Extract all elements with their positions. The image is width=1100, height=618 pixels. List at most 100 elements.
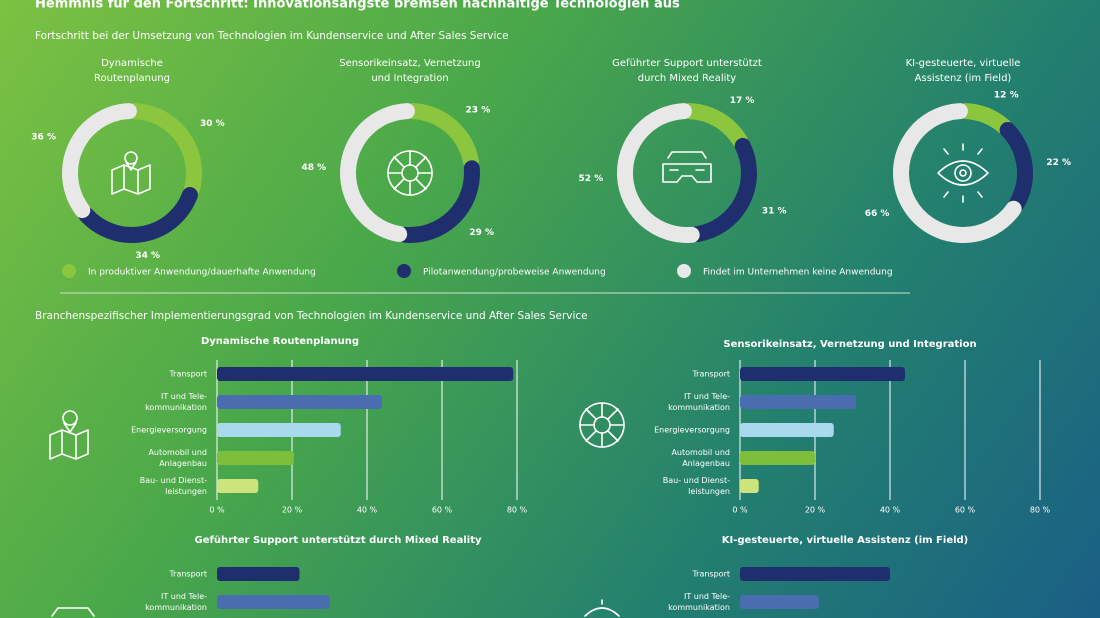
chart-title: KI-gesteuerte, virtuelle Assistenz (im F… — [722, 535, 969, 546]
category-label: Automobil und — [148, 448, 207, 457]
donut-segment — [689, 137, 757, 243]
bar — [217, 479, 259, 493]
bar — [740, 451, 815, 465]
category-label: Bau- und Dienst- — [140, 476, 207, 485]
icon-goggles — [51, 607, 95, 617]
bar — [740, 595, 819, 609]
section-title: Fortschritt bei der Umsetzung von Techno… — [35, 30, 509, 42]
donut-segment — [958, 103, 1012, 134]
page-title: Hemmnis für den Fortschritt: Innovations… — [35, 0, 680, 12]
icon-network — [387, 150, 433, 196]
chart-title: Sensorikeinsatz, Vernetzung und Integrat… — [723, 339, 976, 350]
chart-title: Assistenz (im Field) — [915, 73, 1012, 84]
donut-segment — [78, 187, 198, 243]
x-tick-label: 20 % — [805, 506, 826, 515]
category-label: Automobil und — [671, 448, 730, 457]
bar — [740, 395, 857, 409]
chart-title: Geführter Support unterstützt — [612, 58, 762, 69]
icon-eye — [584, 599, 620, 617]
value-label: 66 % — [865, 209, 890, 219]
value-label: 34 % — [135, 251, 160, 261]
category-label: Transport — [168, 570, 207, 579]
value-label: 30 % — [200, 119, 225, 129]
bar — [740, 367, 905, 381]
legend-label: In produktiver Anwendung/dauerhafte Anwe… — [88, 268, 316, 278]
x-tick-label: 0 % — [732, 506, 748, 515]
chart-title: Dynamische — [101, 58, 163, 69]
x-tick-label: 60 % — [432, 506, 453, 515]
donut-segment — [617, 103, 700, 243]
icon-goggles — [662, 151, 712, 183]
legend-swatch — [677, 264, 691, 278]
donut-segment — [999, 121, 1033, 212]
chart-title: Sensorikeinsatz, Vernetzung — [339, 58, 480, 69]
icon-map — [111, 151, 151, 195]
icon-map — [49, 410, 89, 460]
category-label: kommunikation — [668, 603, 730, 612]
legend-swatch — [397, 264, 411, 278]
category-label: IT und Tele- — [684, 392, 730, 401]
x-tick-label: 20 % — [282, 506, 303, 515]
bar — [217, 595, 330, 609]
category-label: Energieversorgung — [654, 426, 730, 435]
category-label: Anlagenbau — [682, 459, 730, 468]
bar — [740, 567, 890, 581]
x-tick-label: 80 % — [1030, 506, 1051, 515]
chart-title: Geführter Support unterstützt durch Mixe… — [194, 535, 481, 546]
category-label: IT und Tele- — [161, 592, 207, 601]
value-label: 48 % — [301, 163, 326, 173]
x-tick-label: 0 % — [209, 506, 225, 515]
value-label: 52 % — [578, 174, 603, 184]
value-label: 23 % — [466, 105, 491, 115]
section-title: Branchenspezifischer Implementierungsgra… — [35, 310, 588, 322]
category-label: leistungen — [688, 487, 730, 496]
chart-title: Dynamische Routenplanung — [201, 336, 359, 347]
donut-segment — [340, 103, 415, 243]
category-label: Transport — [691, 570, 730, 579]
bar — [217, 367, 514, 381]
donut-segment — [62, 103, 137, 219]
category-label: kommunikation — [668, 403, 730, 412]
donut-segment — [127, 103, 202, 198]
x-tick-label: 40 % — [357, 506, 378, 515]
bar — [217, 451, 294, 465]
donut-segment — [682, 103, 748, 149]
bar — [740, 479, 759, 493]
category-label: Energieversorgung — [131, 426, 207, 435]
donut-segment — [397, 160, 480, 243]
value-label: 31 % — [762, 207, 787, 217]
x-tick-label: 60 % — [955, 506, 976, 515]
chart-title: und Integration — [371, 73, 448, 84]
x-tick-label: 40 % — [880, 506, 901, 515]
chart-title: durch Mixed Reality — [638, 73, 737, 84]
category-label: kommunikation — [145, 403, 207, 412]
value-label: 29 % — [469, 228, 494, 238]
value-label: 22 % — [1046, 158, 1071, 168]
icon-eye — [937, 143, 989, 203]
donut-segment — [405, 103, 480, 171]
chart-title: KI-gesteuerte, virtuelle — [906, 58, 1021, 69]
chart-title: Routenplanung — [94, 73, 170, 84]
bar — [217, 567, 300, 581]
value-label: 36 % — [31, 133, 56, 143]
category-label: IT und Tele- — [684, 592, 730, 601]
donut-segment — [893, 103, 1022, 243]
category-label: leistungen — [165, 487, 207, 496]
category-label: Transport — [168, 370, 207, 379]
category-label: kommunikation — [145, 603, 207, 612]
value-label: 17 % — [730, 96, 755, 106]
bar — [740, 423, 834, 437]
icon-network — [579, 402, 625, 448]
legend-swatch — [62, 264, 76, 278]
x-tick-label: 80 % — [507, 506, 528, 515]
legend-label: Pilotanwendung/probeweise Anwendung — [423, 268, 606, 278]
bar — [217, 423, 341, 437]
category-label: IT und Tele- — [161, 392, 207, 401]
category-label: Transport — [691, 370, 730, 379]
legend-label: Findet im Unternehmen keine Anwendung — [703, 268, 893, 278]
category-label: Anlagenbau — [159, 459, 207, 468]
category-label: Bau- und Dienst- — [663, 476, 730, 485]
value-label: 12 % — [994, 90, 1019, 100]
bar — [217, 395, 382, 409]
